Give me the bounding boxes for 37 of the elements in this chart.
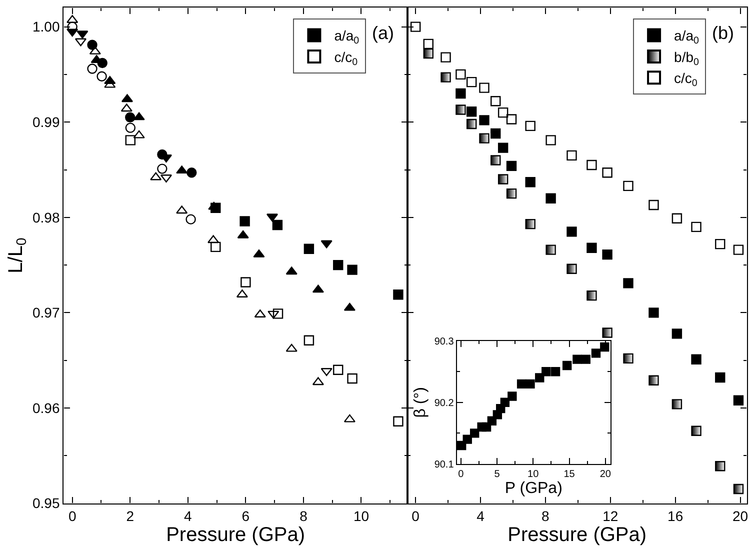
- y-tick-label: 1.00: [32, 18, 60, 35]
- x-tick-label: 4: [476, 508, 485, 524]
- x-tick-label: 20: [600, 469, 612, 480]
- x-tick-label: 0: [68, 508, 76, 524]
- x-tick-label: 15: [564, 469, 576, 480]
- y-tick-label: 0.99: [32, 114, 60, 130]
- x-tick-label: 0: [412, 508, 420, 524]
- y-tick-label: 0.96: [32, 400, 60, 416]
- y-tick-label: 90.2: [434, 398, 454, 409]
- x-tick-label: 12: [602, 508, 618, 524]
- legend-label: c/c$_{0}$: [334, 48, 358, 68]
- y-axis-title: β (°): [412, 387, 430, 418]
- annotation: (b): [712, 23, 734, 43]
- annotation: (a): [372, 23, 394, 43]
- y-tick-label: 0.95: [32, 495, 60, 512]
- x-tick-label: 10: [353, 508, 370, 524]
- x-tick-label: 20: [732, 508, 748, 524]
- legend-label: a/a$_{0}$: [334, 28, 360, 47]
- y-tick-label: 90.1: [434, 459, 454, 470]
- x-axis-title: P (GPa): [504, 480, 562, 498]
- y-tick-label: 0.98: [32, 209, 60, 226]
- x-axis-title: Pressure (GPa): [508, 524, 647, 546]
- x-tick-label: 2: [126, 508, 134, 524]
- y-tick-label: 90.3: [434, 336, 454, 348]
- x-tick-label: 4: [184, 508, 192, 524]
- x-tick-label: 10: [528, 469, 540, 480]
- legend-label: c/c$_{0}$: [674, 70, 698, 90]
- legend-label: a/a$_{0}$: [674, 28, 700, 47]
- x-tick-label: 6: [242, 508, 250, 524]
- x-tick-label: 8: [542, 508, 550, 524]
- x-tick-label: 16: [668, 508, 684, 524]
- legend-label: b/b$_{0}$: [674, 48, 700, 68]
- x-tick-label: 5: [494, 469, 500, 480]
- y-tick-label: 0.97: [32, 304, 60, 321]
- x-tick-label: 8: [300, 508, 308, 524]
- x-axis-title: Pressure (GPa): [166, 524, 306, 546]
- x-tick-label: 0: [458, 469, 464, 480]
